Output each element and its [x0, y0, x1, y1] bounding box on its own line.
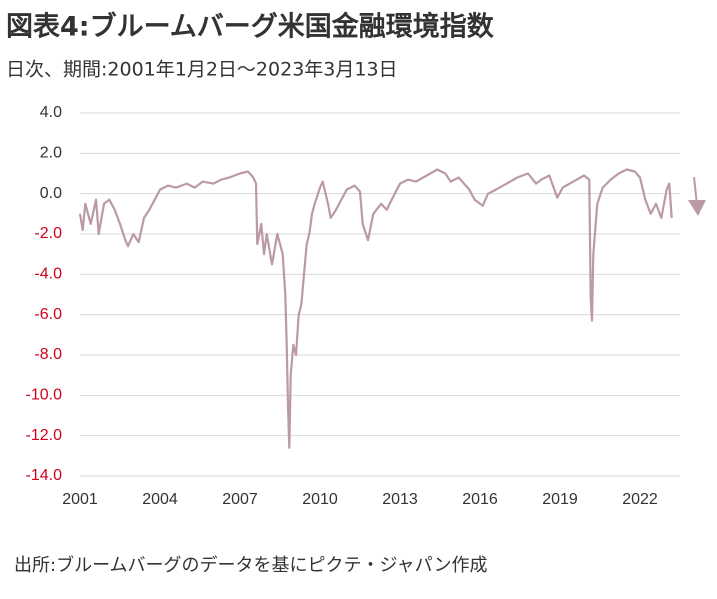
chart-title: 図表4:ブルームバーグ米国金融環境指数: [6, 11, 495, 43]
x-tick-label: 2007: [222, 491, 258, 508]
y-tick-label: 2.0: [40, 145, 62, 162]
x-tick-label: 2019: [542, 491, 578, 508]
x-tick-label: 2001: [62, 491, 98, 508]
y-tick-label: -10.0: [26, 387, 63, 404]
data-line: [78, 168, 673, 449]
x-tick-label: 2010: [302, 491, 338, 508]
x-tick-label: 2004: [142, 491, 178, 508]
x-tick-label: 2016: [462, 491, 498, 508]
y-tick-label: -8.0: [34, 346, 62, 363]
y-tick-label: -6.0: [34, 306, 62, 323]
x-tick-label: 2013: [382, 491, 418, 508]
source-note: 出所:ブルームバーグのデータを基にピクテ・ジャパン作成: [14, 554, 488, 576]
chart-subtitle: 日次、期間:2001年1月2日～2023年3月13日: [6, 59, 398, 81]
y-tick-label: -14.0: [26, 467, 63, 484]
y-tick-label: -4.0: [34, 266, 62, 283]
y-tick-label: 4.0: [40, 104, 62, 121]
x-tick-label: 2022: [622, 491, 658, 508]
y-tick-label: -12.0: [26, 427, 63, 444]
down-arrow: [688, 176, 706, 216]
y-tick-label: 0.0: [40, 185, 62, 202]
y-tick-label: -2.0: [34, 225, 62, 242]
